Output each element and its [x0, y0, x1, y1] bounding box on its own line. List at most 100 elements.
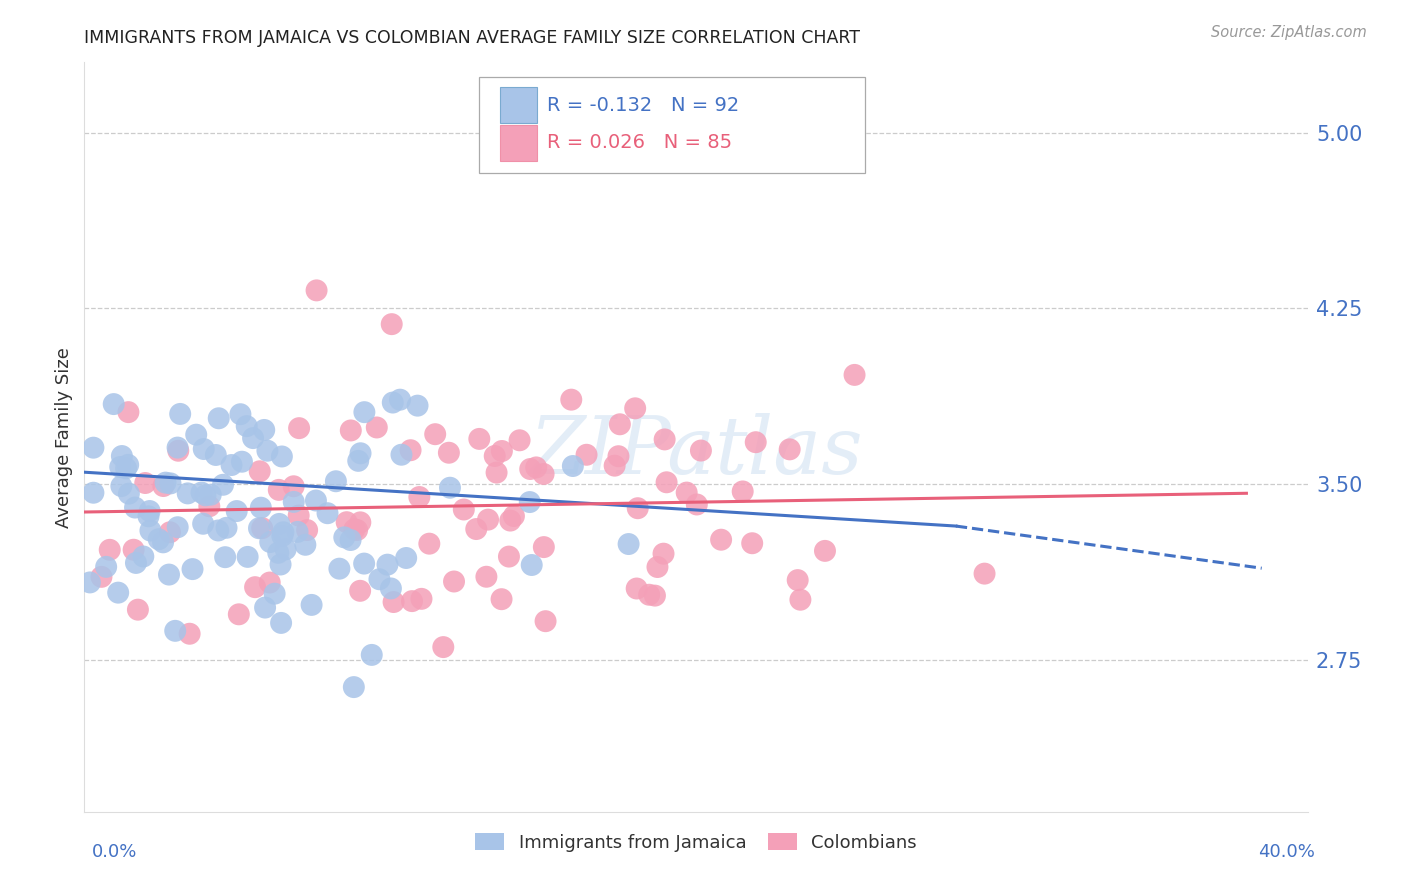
Point — [814, 544, 837, 558]
Point — [125, 556, 148, 570]
Point — [198, 500, 221, 514]
Point — [389, 392, 412, 407]
Point — [607, 449, 630, 463]
Point — [250, 500, 273, 515]
Point — [533, 540, 555, 554]
Point — [207, 524, 229, 538]
Point — [789, 592, 811, 607]
Y-axis label: Average Family Size: Average Family Size — [55, 347, 73, 527]
Point — [267, 546, 290, 560]
Point — [152, 479, 174, 493]
Point — [124, 500, 146, 515]
Point — [366, 420, 388, 434]
Point — [655, 475, 678, 490]
Point — [148, 533, 170, 547]
Point — [509, 434, 531, 448]
Point — [267, 483, 290, 497]
Point — [368, 572, 391, 586]
Point — [491, 592, 513, 607]
Point — [208, 411, 231, 425]
Point — [283, 479, 305, 493]
Point — [79, 575, 101, 590]
Point — [524, 460, 547, 475]
Point — [638, 588, 661, 602]
Point — [453, 502, 475, 516]
Point — [353, 405, 375, 419]
Point — [305, 284, 328, 298]
Bar — [501, 125, 537, 161]
Point — [477, 513, 499, 527]
Point — [349, 446, 371, 460]
Point — [98, 542, 121, 557]
Bar — [501, 87, 537, 123]
Point — [110, 460, 132, 475]
Point — [406, 399, 429, 413]
Point — [437, 446, 460, 460]
Legend: Immigrants from Jamaica, Colombians: Immigrants from Jamaica, Colombians — [468, 826, 924, 859]
Point — [283, 495, 305, 509]
Point — [166, 520, 188, 534]
Point — [117, 405, 139, 419]
Point — [333, 530, 356, 544]
Point — [215, 521, 238, 535]
Point — [475, 570, 498, 584]
Point — [117, 458, 139, 472]
Point — [644, 589, 666, 603]
Point — [167, 443, 190, 458]
Point — [287, 524, 309, 539]
Point — [236, 549, 259, 564]
Point — [741, 536, 763, 550]
Point — [561, 458, 583, 473]
Point — [191, 516, 214, 531]
Point — [519, 462, 541, 476]
Point — [115, 461, 138, 475]
Point — [624, 401, 647, 416]
Point — [745, 435, 768, 450]
Point — [214, 550, 236, 565]
Point — [138, 509, 160, 524]
Point — [380, 582, 402, 596]
Point — [249, 464, 271, 478]
Point — [190, 485, 212, 500]
Point — [155, 475, 177, 490]
Point — [111, 449, 134, 463]
FancyBboxPatch shape — [479, 78, 865, 173]
Point — [519, 495, 541, 509]
Point — [325, 475, 347, 489]
Point — [468, 432, 491, 446]
Point — [132, 549, 155, 564]
Point — [973, 566, 995, 581]
Point — [193, 442, 215, 456]
Point — [346, 523, 368, 537]
Point — [107, 585, 129, 599]
Point — [287, 508, 309, 523]
Point — [221, 458, 243, 472]
Point — [166, 441, 188, 455]
Point — [647, 560, 669, 574]
Point — [382, 595, 405, 609]
Point — [844, 368, 866, 382]
Point — [710, 533, 733, 547]
Point — [270, 558, 292, 572]
Point — [122, 542, 145, 557]
Point — [381, 395, 404, 409]
Point — [228, 607, 250, 622]
Point — [617, 537, 640, 551]
Point — [418, 536, 440, 550]
Point — [270, 450, 292, 464]
Point — [377, 558, 399, 572]
Point — [560, 392, 582, 407]
Point — [110, 479, 132, 493]
Point — [686, 498, 709, 512]
Point — [484, 449, 506, 463]
Point — [399, 443, 422, 458]
Point — [395, 551, 418, 566]
Text: R = -0.132   N = 92: R = -0.132 N = 92 — [547, 95, 740, 115]
Point — [250, 521, 273, 535]
Point — [134, 476, 156, 491]
Text: 0.0%: 0.0% — [91, 843, 136, 861]
Point — [269, 516, 291, 531]
Point — [274, 542, 297, 557]
Point — [127, 602, 149, 616]
Point — [360, 648, 382, 662]
